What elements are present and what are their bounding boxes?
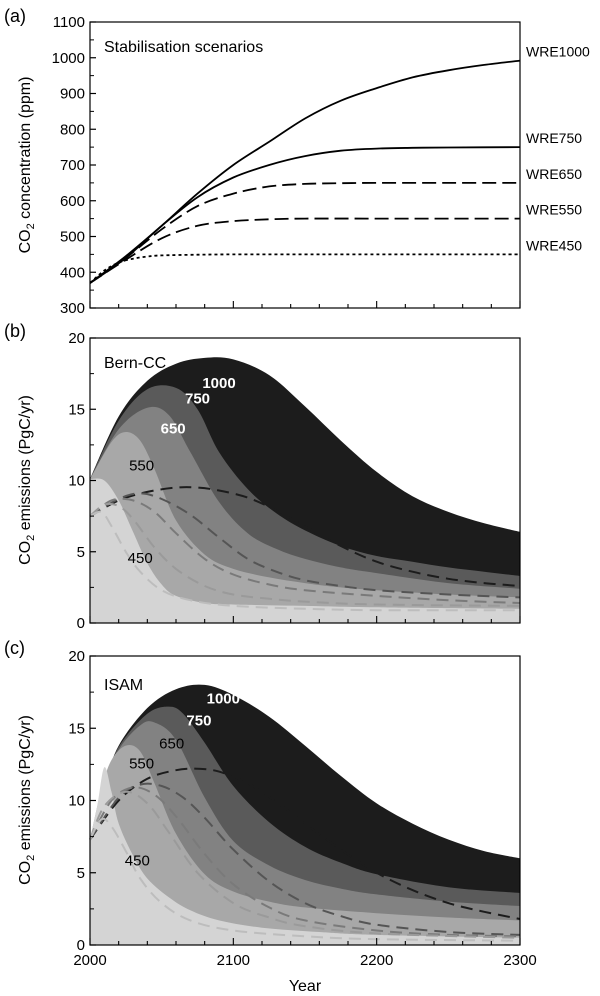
- dashed-line-550: [89, 502, 521, 607]
- panel-c-dashed-series: [89, 767, 521, 942]
- y-tick-label: 300: [60, 300, 85, 317]
- series-line-wre650: [89, 181, 520, 284]
- band-450: [90, 478, 520, 623]
- dashed-line-450: [89, 817, 521, 942]
- x-tick-label: 2000: [73, 952, 106, 969]
- panel-b-x-axis: [89, 616, 521, 623]
- y-tick-label: 10: [68, 473, 85, 490]
- panel-a-tag: (a): [4, 6, 26, 26]
- panel-b-title: Bern-CC: [104, 355, 166, 372]
- y-tick-label: 500: [60, 229, 85, 246]
- y-tick-label: 800: [60, 121, 85, 138]
- y-tick-label: 400: [60, 264, 85, 281]
- y-tick-label: 15: [68, 720, 85, 737]
- y-tick-label: 1100: [53, 14, 85, 31]
- series-line-wre750: [89, 146, 521, 284]
- dashed-line-450: [89, 510, 521, 612]
- panel-b-y-axis: 0 5 10 15 20: [68, 330, 96, 632]
- x-tick-label: 2300: [503, 952, 536, 969]
- y-tick-label: 600: [60, 193, 85, 210]
- panel-c-x-axis: 2000 2100 2200 2300: [73, 938, 537, 969]
- panel-c-bands: [90, 684, 520, 945]
- x-tick-label: 2200: [360, 952, 393, 969]
- y-tick-label: 0: [77, 615, 85, 632]
- y-tick-label: 15: [68, 401, 85, 418]
- series-label-wre650: WRE650: [526, 166, 582, 182]
- dashed-line-650: [89, 786, 521, 938]
- panel-a-x-axis: [89, 301, 521, 308]
- series-line-wre450: [89, 253, 520, 284]
- series-line-wre550: [89, 217, 520, 284]
- series-label-wre1000: WRE1000: [526, 44, 590, 60]
- y-tick-label: 20: [68, 648, 85, 665]
- panel-a-y-axis: 300 400 500 600 700 800 900 1000 1100: [52, 14, 96, 317]
- panel-a-frame: [89, 21, 521, 309]
- y-tick-label: 1000: [52, 50, 85, 67]
- band-label-450: 450: [125, 853, 150, 870]
- series-line-wre1000: [89, 59, 521, 284]
- panel-b-bands: [90, 357, 520, 623]
- band-label-1000: 1000: [207, 691, 240, 708]
- panel-b-dashed-series: [89, 486, 521, 612]
- dashed-line-750: [89, 782, 521, 936]
- band-550: [90, 431, 520, 623]
- band-label-550: 550: [129, 458, 154, 475]
- panel-c-tag: (c): [4, 638, 25, 658]
- panel-b-tag: (b): [4, 321, 26, 341]
- y-tick-label: 20: [68, 330, 85, 347]
- band-label-750: 750: [185, 391, 210, 408]
- band-label-1000: 1000: [202, 375, 235, 392]
- y-tick-label: 0: [77, 937, 85, 954]
- panel-a-series: [89, 59, 521, 284]
- y-tick-label: 5: [77, 865, 85, 882]
- panel-a-title: Stabilisation scenarios: [104, 39, 263, 56]
- y-tick-label: 900: [60, 86, 85, 103]
- panel-a-series-labels: WRE1000 WRE750 WRE650 WRE550 WRE450: [526, 44, 590, 254]
- band-label-550: 550: [129, 756, 154, 773]
- x-tick-label: 2100: [217, 952, 250, 969]
- band-label-450: 450: [128, 550, 153, 567]
- y-tick-label: 5: [77, 544, 85, 561]
- panel-a-y-label: CO2 concentration (ppm): [17, 77, 37, 254]
- band-label-650: 650: [161, 420, 186, 437]
- dashed-line-550: [89, 790, 521, 939]
- band-label-650: 650: [159, 735, 184, 752]
- series-label-wre550: WRE550: [526, 202, 582, 218]
- band-450: [90, 767, 520, 945]
- dashed-line-1000: [89, 486, 521, 587]
- band-label-750: 750: [186, 712, 211, 729]
- dashed-line-650: [89, 497, 521, 604]
- panel-b-y-label: CO2 emissions (PgC/yr): [17, 395, 37, 565]
- panel-a-concentration-chart: (a) Stabilisation scenarios 300 400 500 600…: [4, 6, 590, 317]
- panel-c-title: ISAM: [104, 677, 143, 694]
- series-label-wre450: WRE450: [526, 237, 582, 253]
- panel-c-x-label: Year: [289, 978, 322, 995]
- panel-c-y-label: CO2 emissions (PgC/yr): [17, 715, 37, 885]
- panel-c-y-axis: 0 5 10 15 20: [68, 648, 96, 954]
- y-tick-label: 10: [68, 793, 85, 810]
- y-tick-label: 700: [60, 157, 85, 174]
- series-label-wre750: WRE750: [526, 130, 582, 146]
- band-550: [90, 744, 520, 945]
